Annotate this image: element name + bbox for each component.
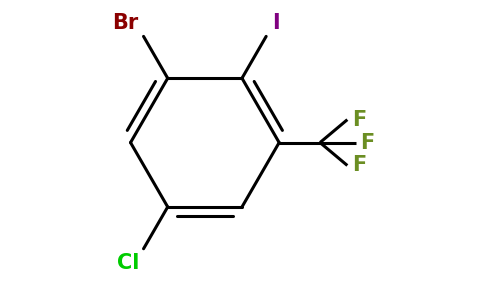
Text: F: F: [360, 133, 375, 153]
Text: F: F: [352, 155, 366, 176]
Text: Cl: Cl: [117, 253, 139, 273]
Text: F: F: [352, 110, 366, 130]
Text: I: I: [272, 14, 280, 33]
Text: Br: Br: [112, 14, 138, 33]
